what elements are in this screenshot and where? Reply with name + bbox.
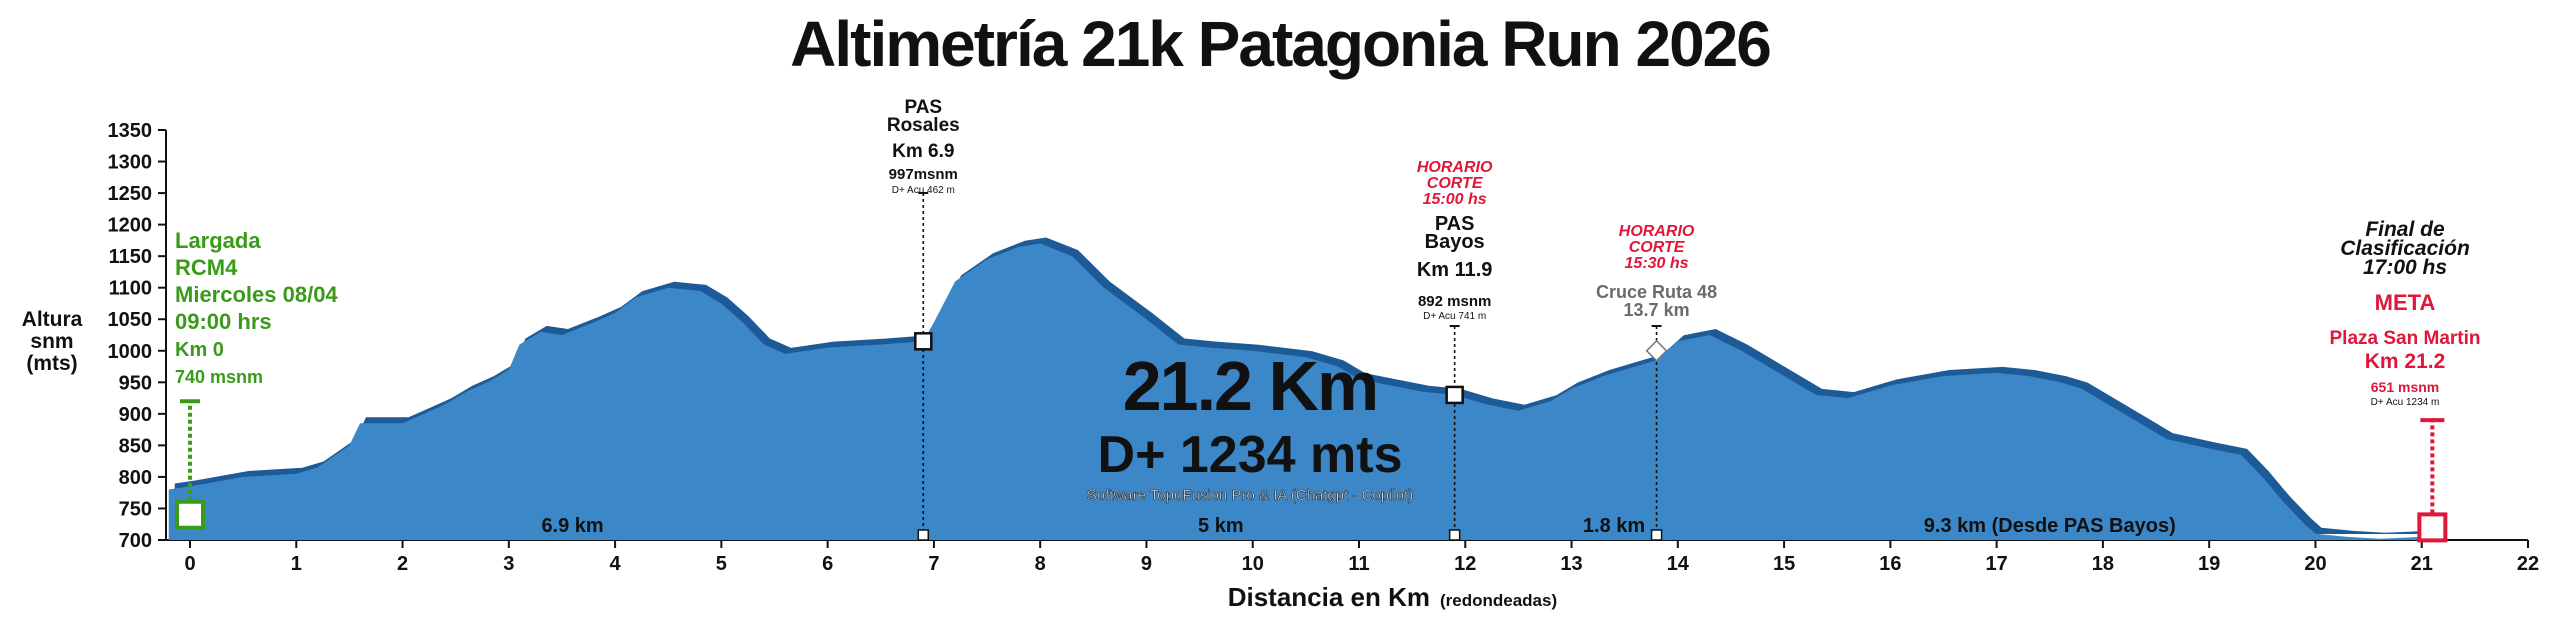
cruce-ruta-cutoff: 15:30 hs [1625, 255, 1689, 272]
y-tick-label: 750 [119, 498, 152, 520]
finish-final-label: Clasificación [2340, 237, 2470, 260]
x-tick-label: 3 [503, 553, 514, 575]
pas-bayos-marker [1445, 385, 1464, 405]
x-axis-label: Distancia en Km [1228, 582, 1430, 612]
start-marker [175, 499, 205, 530]
finish-label: META [2375, 290, 2436, 315]
y-tick-label: 1350 [108, 120, 153, 142]
y-tick-label: 1200 [108, 215, 153, 237]
segment-label: 9.3 km (Desde PAS Bayos) [1924, 515, 2176, 537]
finish-final-label: Final de [2365, 218, 2445, 241]
pas-bayos-cutoff: CORTE [1427, 175, 1484, 192]
x-tick-label: 19 [2198, 553, 2220, 575]
x-tick-label: 8 [1035, 553, 1046, 575]
x-tick-label: 4 [610, 553, 622, 575]
total-elevation-gain: D+ 1234 mts [1098, 426, 1403, 484]
x-tick-label: 22 [2517, 553, 2539, 575]
cruce-ruta-label: 13.7 km [1624, 300, 1690, 320]
pas-rosales-label: PAS [904, 97, 942, 118]
elevation-area [168, 243, 2433, 541]
x-tick-label: 5 [716, 553, 727, 575]
start-label-line: 740 msnm [175, 367, 263, 387]
pas-bayos-cutoff: 15:00 hs [1423, 191, 1487, 208]
x-tick-label: 20 [2304, 553, 2326, 575]
elevation-profile [168, 237, 2439, 541]
pas-bayos-base-marker [1448, 529, 1461, 541]
finish-label: Km 21.2 [2365, 350, 2446, 373]
software-credit: Software TopoFusion Pro & IA (Chatgpt - … [1087, 487, 1414, 504]
x-tick-label: 7 [928, 553, 939, 575]
cruce-ruta-marker [1645, 339, 1668, 362]
cruce-ruta-label: Cruce Ruta 48 [1596, 282, 1717, 302]
y-axis-label-line: (mts) [26, 352, 77, 375]
start-label-line: Miercoles 08/04 [175, 282, 338, 307]
segment-labels: 6.9 km 5 km 1.8 km 9.3 km (Desde PAS Bayos) [541, 515, 2175, 537]
pas-bayos-cutoff: HORARIO [1417, 159, 1493, 176]
x-tick-label: 10 [1242, 553, 1264, 575]
finish-label: Plaza San Martin [2330, 328, 2481, 349]
x-tick-label: 17 [1986, 553, 2008, 575]
pas-rosales-base-marker [917, 529, 930, 541]
x-tick-label: 14 [1667, 553, 1690, 575]
finish-label: D+ Acu 1234 m [2371, 397, 2440, 408]
y-tick-label: 950 [119, 372, 152, 394]
y-tick-label: 700 [119, 530, 152, 552]
y-tick-label: 1000 [108, 341, 153, 363]
segment-label: 5 km [1198, 515, 1244, 537]
pas-bayos-label: Bayos [1425, 231, 1485, 253]
pas-bayos-label: D+ Acu 741 m [1423, 311, 1486, 322]
x-tick-label: 18 [2092, 553, 2114, 575]
pas-bayos-label: 892 msnm [1418, 293, 1491, 310]
y-tick-label: 1300 [108, 152, 153, 174]
x-tick-label: 11 [1348, 553, 1369, 575]
x-tick-label: 6 [822, 553, 833, 575]
pas-rosales-label: Rosales [887, 115, 960, 136]
start-label-line: Largada [175, 228, 261, 253]
cruce-ruta-cutoff: CORTE [1629, 239, 1686, 256]
y-axis-label-line: Altura [22, 308, 83, 331]
x-tick-label: 0 [184, 553, 195, 575]
y-tick-label: 1250 [108, 183, 153, 205]
x-tick-label: 2 [397, 553, 408, 575]
segment-label: 1.8 km [1583, 515, 1645, 537]
y-tick-label: 1100 [109, 278, 152, 300]
segment-label: 6.9 km [541, 515, 603, 537]
finish-final-label: 17:00 hs [2363, 256, 2447, 279]
start-label-line: 09:00 hrs [175, 309, 272, 334]
x-tick-label: 12 [1454, 553, 1476, 575]
x-tick-label: 21 [2411, 553, 2433, 575]
pas-bayos-label: Km 11.9 [1417, 259, 1493, 281]
y-tick-label: 850 [119, 435, 152, 457]
x-tick-label: 16 [1879, 553, 1901, 575]
x-axis-label-note: (redondeadas) [1440, 591, 1557, 610]
total-distance: 21.2 Km [1123, 347, 1377, 425]
y-tick-label: 800 [119, 467, 152, 489]
pas-rosales-label: Km 6.9 [892, 141, 954, 162]
y-tick-label: 1050 [108, 309, 153, 331]
pas-rosales-label: 997msnm [889, 166, 958, 183]
chart-title: Altimetría 21k Patagonia Run 2026 [790, 8, 1770, 80]
y-axis-label-line: snm [30, 330, 73, 353]
x-tick-label: 1 [291, 553, 302, 575]
cruce-ruta-cutoff: HORARIO [1619, 223, 1695, 240]
start-label-line: RCM4 [175, 255, 238, 280]
y-tick-label: 1150 [109, 246, 152, 268]
pas-rosales-label: D+ Acu 462 m [892, 185, 955, 196]
pas-bayos-label: PAS [1435, 213, 1475, 235]
y-tick-label: 900 [119, 404, 152, 426]
x-tick-label: 15 [1773, 553, 1795, 575]
finish-label: 651 msnm [2371, 379, 2439, 395]
x-tick-label: 13 [1560, 553, 1582, 575]
finish-marker [2417, 512, 2448, 543]
pas-rosales-marker [914, 332, 933, 351]
center-summary: 21.2 KmD+ 1234 mts Software TopoFusion Pr… [1086, 347, 1414, 504]
start-label-line: Km 0 [175, 339, 224, 361]
cruce-ruta-base-marker [1650, 529, 1663, 541]
x-tick-label: 9 [1141, 553, 1152, 575]
